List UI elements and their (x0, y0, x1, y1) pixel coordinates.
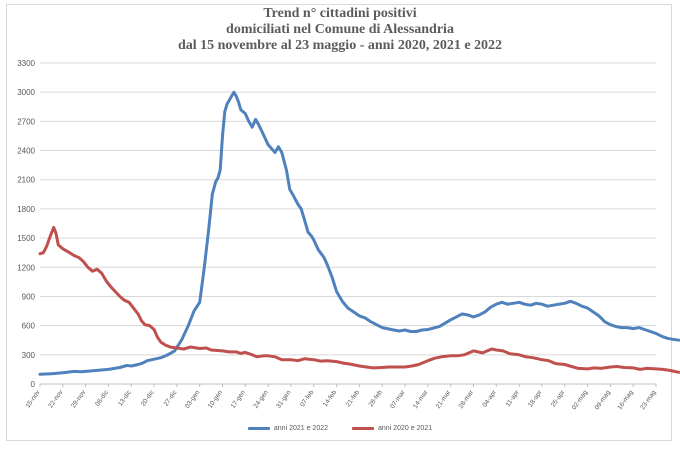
chart-title-line-3: dal 15 novembre al 23 maggio - anni 2020… (177, 38, 503, 53)
series-line-1 (38, 90, 680, 376)
x-tick-label: 20-dic (140, 389, 156, 408)
x-tick-label: 28-mar (458, 388, 476, 410)
y-tick-label: 600 (22, 322, 36, 331)
chart-title-line-1: Trend n° cittadini positivi (263, 6, 417, 21)
legend-swatch-series-1 (247, 427, 270, 430)
x-tick-label: 07-mar (389, 388, 407, 410)
x-tick-label: 18-apr (527, 388, 544, 408)
x-tick-label: 07-feb (299, 389, 316, 408)
x-tick-label: 16-mag (616, 389, 635, 411)
chart-title: Trend n° cittadini positivi domiciliati … (0, 6, 680, 54)
x-tick-label: 24-gen (252, 389, 270, 410)
x-tick-label: 22-nov (47, 389, 65, 410)
x-tick-label: 21-feb (345, 389, 362, 408)
legend-label-series-1: anni 2021 e 2022 (273, 425, 328, 432)
x-tick-label: 21-mar (435, 388, 453, 410)
x-tick-label: 31-gen (275, 389, 293, 410)
y-tick-label: 1500 (17, 234, 35, 243)
x-tick-label: 28-feb (368, 389, 385, 408)
x-tick-label: 06-dic (94, 389, 110, 408)
plot-area (40, 63, 656, 384)
y-tick-label: 1200 (17, 263, 35, 272)
legend-swatch-series-2 (352, 427, 374, 430)
x-tick-label: 04-apr (481, 388, 498, 408)
x-tick-label: 10-gen (207, 389, 225, 410)
x-tick-label: 14-mar (412, 388, 430, 410)
series-line-2 (38, 225, 680, 374)
x-tick-label: 13-dic (117, 389, 133, 408)
x-tick-label: 23-mag (639, 389, 658, 411)
x-tick-label: 17-gen (230, 389, 248, 410)
legend-item-series-1: anni 2021 e 2022 (247, 425, 328, 432)
x-tick-label: 02-mag (571, 389, 590, 411)
y-tick-label: 1800 (17, 205, 35, 214)
x-tick-label: 29-nov (70, 389, 88, 410)
y-tick-label: 3300 (17, 59, 35, 68)
y-tick-label: 300 (22, 351, 36, 360)
y-tick-label: 2700 (17, 117, 35, 126)
legend-item-series-2: anni 2020 e 2021 (352, 425, 432, 432)
x-tick-label: 27-dic (163, 389, 179, 408)
chart-title-line-2: domiciliati nel Comune di Alessandria (226, 22, 454, 37)
y-tick-label: 2100 (17, 176, 35, 185)
y-tick-label: 3000 (17, 88, 35, 97)
y-tick-label: 0 (31, 380, 36, 389)
x-tick-label: 15-nov (25, 389, 43, 410)
legend-label-series-2: anni 2020 e 2021 (378, 425, 433, 432)
x-tick-label: 25-apr (550, 388, 567, 408)
x-tick-label: 09-mag (594, 389, 613, 411)
x-tick-label: 14-feb (322, 389, 339, 408)
y-tick-label: 2400 (17, 147, 35, 156)
y-tick-label: 900 (22, 292, 36, 301)
x-tick-label: 03-gen (184, 389, 202, 410)
chart-legend: anni 2021 e 2022 anni 2020 e 2021 (0, 425, 680, 432)
x-tick-label: 11-apr (505, 388, 522, 408)
